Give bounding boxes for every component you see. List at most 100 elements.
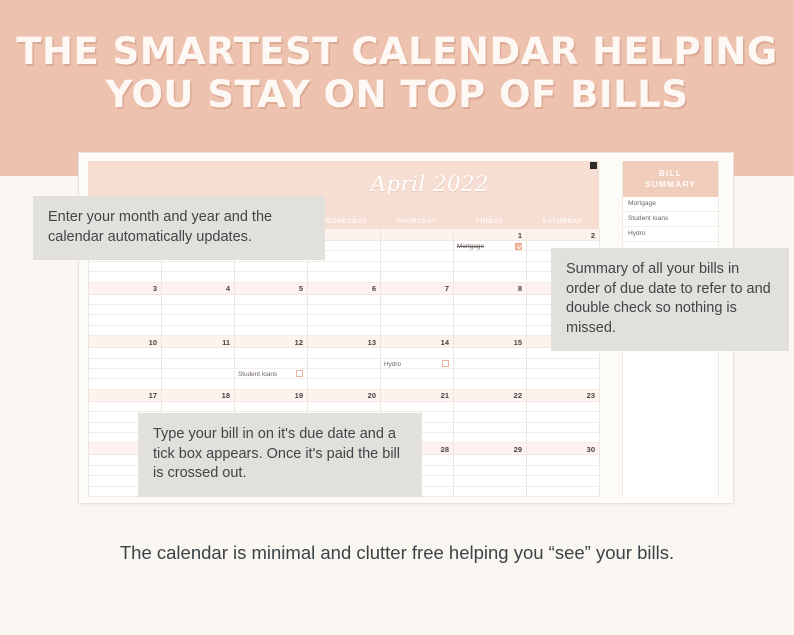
bill-slot-cell[interactable] [162, 315, 235, 326]
bill-checkbox[interactable] [442, 360, 449, 368]
bill-slot-cell[interactable] [308, 261, 381, 273]
date-cell[interactable]: 6 [308, 282, 381, 295]
bill-slot-cell[interactable] [235, 315, 308, 326]
bill-slot-cell[interactable] [527, 358, 600, 369]
bill-slot-cell[interactable] [89, 358, 162, 369]
bill-slot-cell[interactable] [381, 315, 454, 326]
bill-slot-cell[interactable]: Mortgage [454, 241, 527, 252]
bill-slot-cell[interactable] [162, 368, 235, 380]
bill-slot-cell[interactable] [89, 379, 162, 390]
bill-slot-cell[interactable] [162, 348, 235, 359]
date-cell[interactable]: 23 [527, 389, 600, 402]
bill-slot-cell[interactable] [235, 294, 308, 305]
bill-slot-cell[interactable] [162, 325, 235, 337]
bill-label[interactable]: Hydro [384, 360, 402, 368]
bill-slot-cell[interactable] [235, 358, 308, 369]
bill-slot-cell[interactable] [454, 432, 527, 444]
bill-label[interactable]: Mortgage [457, 243, 484, 250]
bill-slot-cell[interactable] [527, 422, 600, 433]
bill-checkbox-checked[interactable] [515, 242, 522, 250]
bill-slot-cell[interactable] [381, 294, 454, 305]
bill-slot-cell[interactable] [308, 368, 381, 380]
bill-slot-cell[interactable] [308, 348, 381, 359]
bill-slot-cell[interactable] [235, 379, 308, 390]
bill-slot-cell[interactable] [527, 455, 600, 466]
month-year-label[interactable]: April 2022 [370, 172, 489, 196]
bill-label[interactable]: Student loans [238, 370, 278, 378]
date-cell[interactable]: 30 [527, 443, 600, 456]
bill-slot-cell[interactable] [308, 401, 381, 413]
bill-slot-cell[interactable] [454, 412, 527, 423]
bill-slot-cell[interactable] [235, 272, 308, 283]
bill-slot-cell[interactable] [454, 325, 527, 337]
bill-slot-cell[interactable] [454, 304, 527, 316]
bill-slot-cell[interactable] [454, 486, 527, 497]
bill-slot-cell[interactable] [235, 304, 308, 316]
bill-slot-cell[interactable] [235, 348, 308, 359]
bill-slot-cell[interactable] [454, 358, 527, 369]
bill-slot-cell[interactable] [454, 368, 527, 380]
bill-slot-cell[interactable] [454, 261, 527, 273]
bill-slot-cell[interactable] [162, 358, 235, 369]
date-cell[interactable] [381, 229, 454, 241]
date-cell[interactable]: 10 [89, 336, 162, 349]
bill-slot-cell[interactable] [527, 465, 600, 477]
date-cell[interactable]: 19 [235, 389, 308, 402]
date-cell[interactable]: 22 [454, 389, 527, 402]
bill-slot-cell[interactable] [308, 304, 381, 316]
date-cell[interactable] [308, 229, 381, 241]
bill-slot-cell[interactable] [527, 348, 600, 359]
bill-slot-cell[interactable] [454, 379, 527, 390]
bill-slot-cell[interactable] [381, 261, 454, 273]
bill-slot-cell[interactable] [381, 401, 454, 413]
bill-slot-cell[interactable] [89, 261, 162, 273]
date-cell[interactable]: 29 [454, 443, 527, 456]
bill-slot-cell[interactable] [381, 325, 454, 337]
date-cell[interactable]: 15 [454, 336, 527, 349]
bill-slot-cell[interactable] [308, 315, 381, 326]
bill-slot-cell[interactable] [308, 379, 381, 390]
bill-slot-cell[interactable] [454, 315, 527, 326]
date-cell[interactable]: 5 [235, 282, 308, 295]
bill-slot-cell[interactable] [527, 486, 600, 497]
bill-slot-cell[interactable] [162, 261, 235, 273]
date-cell[interactable]: 2 [527, 229, 600, 241]
bill-slot-cell[interactable] [454, 476, 527, 487]
bill-slot-cell[interactable] [527, 432, 600, 444]
bill-slot-cell[interactable] [162, 272, 235, 283]
bill-slot-cell[interactable] [381, 368, 454, 380]
date-cell[interactable]: 4 [162, 282, 235, 295]
bill-summary-item[interactable]: Student loans [623, 212, 718, 227]
bill-slot-cell[interactable] [308, 358, 381, 369]
date-cell[interactable]: 1 [454, 229, 527, 241]
bill-slot-cell[interactable] [454, 294, 527, 305]
bill-slot-cell[interactable] [89, 401, 162, 413]
date-cell[interactable]: 8 [454, 282, 527, 295]
bill-slot-cell[interactable] [162, 304, 235, 316]
bill-slot-cell[interactable] [454, 455, 527, 466]
bill-slot-cell[interactable] [381, 241, 454, 252]
bill-summary-item[interactable]: Hydro [623, 227, 718, 242]
bill-slot-cell[interactable] [381, 348, 454, 359]
date-cell[interactable]: 12 [235, 336, 308, 349]
bill-slot-cell[interactable] [235, 261, 308, 273]
bill-slot-cell[interactable] [162, 401, 235, 413]
bill-slot-cell[interactable] [381, 304, 454, 316]
bill-slot-cell[interactable]: Hydro [381, 358, 454, 369]
bill-slot-cell[interactable]: Student loans [235, 368, 308, 380]
date-cell[interactable]: 14 [381, 336, 454, 349]
bill-slot-cell[interactable] [381, 272, 454, 283]
bill-slot-cell[interactable] [89, 315, 162, 326]
bill-slot-cell[interactable] [527, 368, 600, 380]
bill-slot-cell[interactable] [454, 422, 527, 433]
bill-slot-cell[interactable] [308, 251, 381, 262]
bill-slot-cell[interactable] [89, 294, 162, 305]
bill-slot-cell[interactable] [527, 379, 600, 390]
date-cell[interactable]: 17 [89, 389, 162, 402]
bill-checkbox[interactable] [296, 370, 303, 378]
bill-slot-cell[interactable] [235, 401, 308, 413]
bill-slot-cell[interactable] [527, 412, 600, 423]
date-cell[interactable]: 3 [89, 282, 162, 295]
date-cell[interactable]: 20 [308, 389, 381, 402]
bill-slot-cell[interactable] [381, 379, 454, 390]
